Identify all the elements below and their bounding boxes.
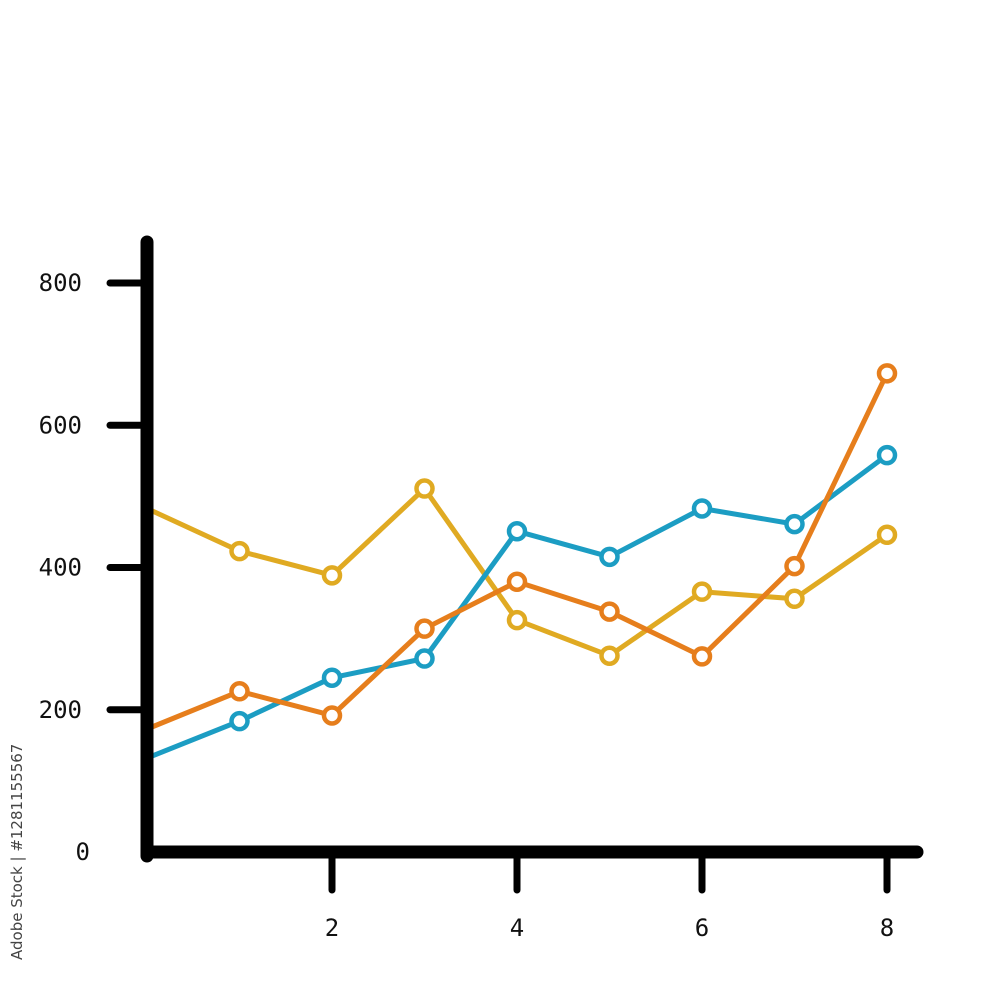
y-tick-label: 600 xyxy=(39,411,82,439)
watermark-text: Adobe Stock | #1281155567 xyxy=(8,743,26,960)
series-3-point xyxy=(414,618,435,639)
series-2-point xyxy=(691,498,713,519)
series-3-point xyxy=(691,646,713,667)
series-1-point xyxy=(784,588,805,610)
series-3-point xyxy=(784,555,805,577)
series-3-point xyxy=(321,705,343,726)
series-line-3 xyxy=(146,372,890,732)
ticks-layer: 0 200 400 600 800 2 4 6 8 xyxy=(39,269,895,942)
markers-layer xyxy=(229,363,898,732)
x-tick-label: 2 xyxy=(325,914,339,942)
series-2-point xyxy=(506,520,528,542)
y-tick-label: 400 xyxy=(39,554,82,582)
series-layer xyxy=(145,372,890,761)
series-1-point xyxy=(506,609,528,631)
x-tick-label: 8 xyxy=(880,914,894,942)
series-1-point xyxy=(229,540,250,562)
series-3-point xyxy=(599,601,620,622)
y-tick-label: 200 xyxy=(39,696,82,724)
series-2-point xyxy=(876,444,898,466)
series-1-point xyxy=(691,581,713,602)
series-1-point xyxy=(599,645,620,666)
y-tick-label: 0 xyxy=(76,838,90,866)
series-2-point xyxy=(784,513,805,535)
axes-layer xyxy=(140,235,924,863)
series-3-point xyxy=(506,571,528,592)
series-2-point xyxy=(414,648,435,669)
x-tick-label: 4 xyxy=(510,914,524,942)
series-1-point xyxy=(321,565,343,586)
series-line-2 xyxy=(146,453,889,761)
series-2-point xyxy=(599,546,620,568)
series-1-point xyxy=(876,524,898,546)
y-tick-label: 800 xyxy=(39,269,82,297)
series-2-point xyxy=(321,667,343,688)
x-tick-label: 6 xyxy=(695,914,709,942)
series-1-point xyxy=(414,478,435,499)
series-3-point xyxy=(229,681,250,702)
series-2-point xyxy=(229,710,250,732)
series-3-point xyxy=(876,363,898,384)
